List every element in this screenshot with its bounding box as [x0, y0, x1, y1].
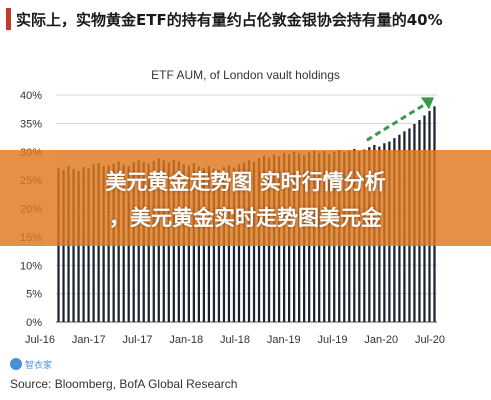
- bar: [77, 171, 80, 322]
- chart-title: ETF AUM, of London vault holdings: [151, 68, 340, 82]
- x-axis-ticks: Jul-16 Jan-17 Jul-17 Jan-18 Jul-18 Jan-19 Jul-…: [25, 334, 445, 346]
- logo-text: 智衣家: [25, 360, 53, 370]
- header-accent-bar: [6, 8, 11, 30]
- y-tick-label: 35%: [20, 118, 42, 130]
- headline-banner: [0, 150, 491, 246]
- trend-arrow-head: [420, 97, 434, 110]
- x-tick-label: Jan-19: [267, 334, 301, 346]
- x-tick-label: Jul-17: [123, 334, 153, 346]
- trend-arrow: [366, 97, 434, 142]
- source-note: Source: Bloomberg, BofA Global Research: [10, 377, 238, 391]
- publisher-logo: 智衣家: [10, 357, 62, 371]
- y-tick-label: 10%: [20, 260, 42, 272]
- trend-arrow-line: [366, 103, 426, 142]
- x-tick-label: Jul-19: [318, 334, 348, 346]
- y-tick-label: 40%: [20, 90, 42, 102]
- banner-line-2: ，美元黄金实时走势图美元金: [109, 206, 382, 230]
- x-tick-label: Jul-20: [415, 334, 445, 346]
- header-title: 实际上，实物黄金ETF的持有量约占伦敦金银协会持有量的40%: [16, 11, 443, 29]
- x-tick-label: Jul-16: [25, 334, 55, 346]
- x-tick-label: Jan-17: [72, 334, 106, 346]
- y-tick-label: 0%: [26, 317, 42, 329]
- banner-line-1: 美元黄金走势图 实时行情分析: [105, 170, 386, 194]
- x-tick-label: Jan-20: [364, 334, 398, 346]
- logo-icon: [10, 358, 22, 370]
- x-tick-label: Jan-18: [169, 334, 203, 346]
- x-tick-label: Jul-18: [220, 334, 250, 346]
- y-tick-label: 5%: [26, 289, 42, 301]
- header: 实际上，实物黄金ETF的持有量约占伦敦金银协会持有量的40%: [0, 0, 491, 38]
